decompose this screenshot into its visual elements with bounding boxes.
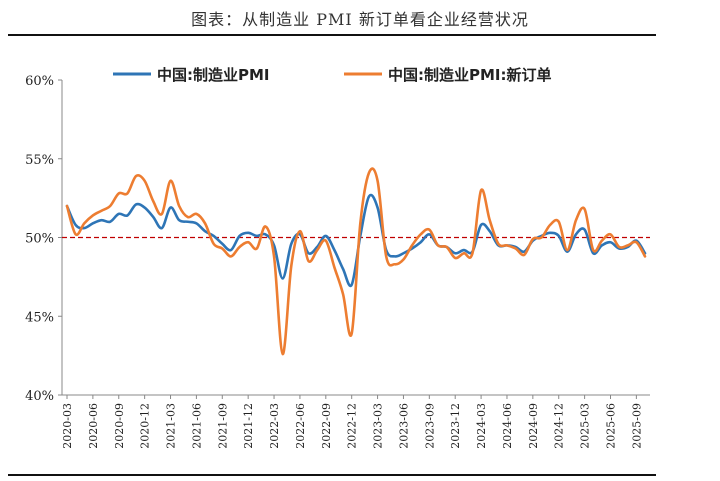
y-tick-label: 45% [25,310,54,325]
x-tick-label: 2023-06 [397,403,410,449]
x-tick-label: 2020-03 [61,403,74,449]
x-tick-label: 2022-06 [294,403,307,449]
x-tick-label: 2024-03 [475,403,488,449]
x-tick-label: 2022-12 [346,403,359,449]
x-tick-label: 2023-03 [372,403,385,449]
x-tick-label: 2022-09 [320,403,333,449]
top-rule [8,34,656,36]
x-tick-label: 2023-09 [423,403,436,449]
x-tick-label: 2025-09 [630,403,643,449]
x-tick-label: 2021-12 [242,403,255,449]
x-tick-label: 2021-03 [165,403,178,449]
y-tick-label: 55% [25,153,54,168]
y-tick-label: 60% [25,74,54,89]
x-tick-label: 2022-03 [268,403,281,449]
x-tick-label: 2023-12 [449,403,462,449]
x-tick-label: 2024-06 [501,403,514,449]
x-tick-label: 2024-09 [527,403,540,449]
x-tick-label: 2021-09 [216,403,229,449]
y-tick-label: 40% [25,389,54,404]
series-line-new-orders [65,167,647,356]
x-tick-label: 2024-12 [553,403,566,449]
legend-label-new-orders: 中国:制造业PMI:新订单 [388,66,552,84]
legend-label-pmi: 中国:制造业PMI [157,66,270,84]
figure-title: 图表：从制造业 PMI 新订单看企业经营状况 [191,10,529,29]
x-tick-label: 2025-03 [579,403,592,449]
x-tick-label: 2020-06 [87,403,100,449]
x-tick-label: 2020-12 [139,403,152,449]
bottom-rule [8,474,656,476]
y-tick-label: 50% [25,232,54,247]
x-tick-label: 2021-06 [190,403,203,449]
legend: 中国:制造业PMI 中国:制造业PMI:新订单 [113,66,552,84]
x-tick-label: 2025-06 [604,403,617,449]
x-tick-label: 2020-09 [113,403,126,449]
